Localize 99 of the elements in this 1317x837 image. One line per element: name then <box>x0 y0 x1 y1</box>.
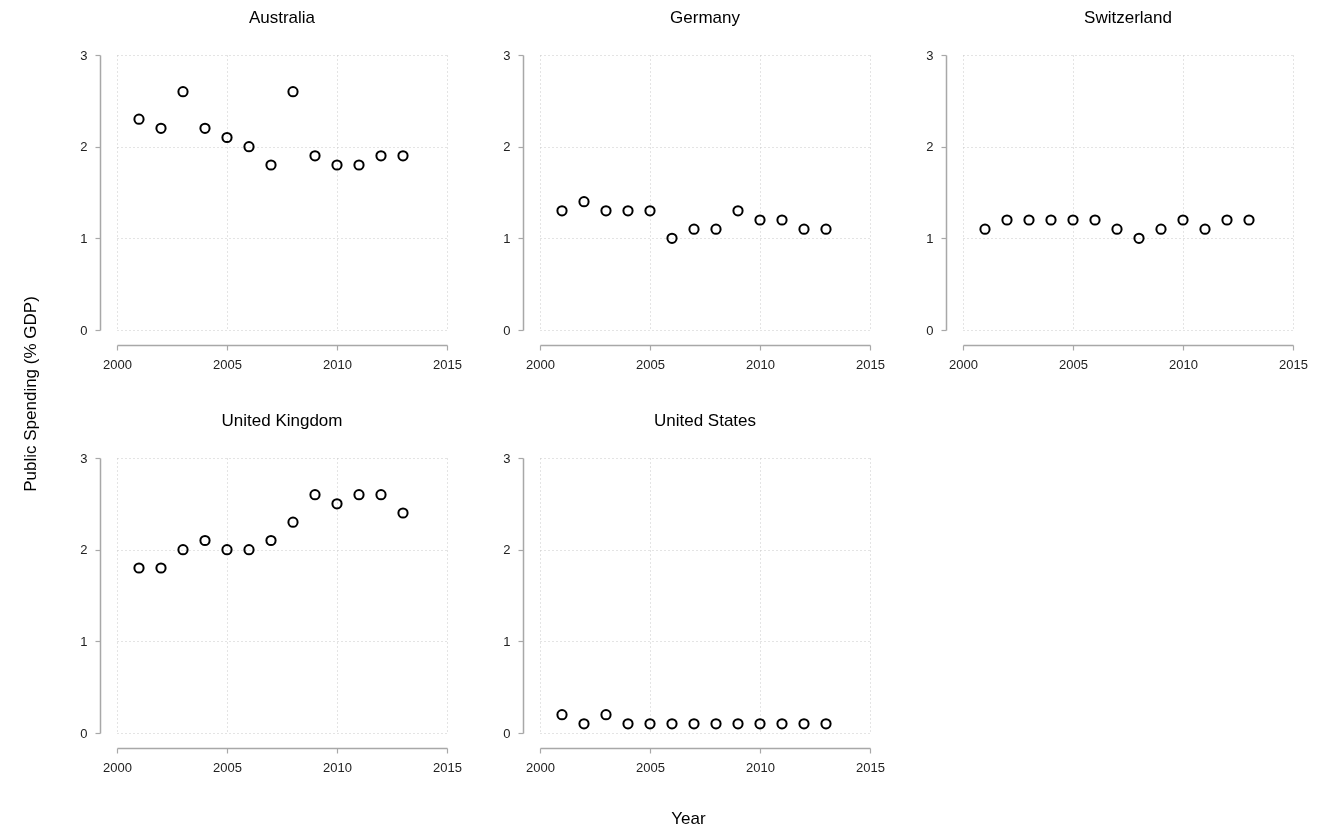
y-tick-label: 3 <box>80 47 88 63</box>
x-tick-label: 2015 <box>856 356 885 372</box>
x-tick-label: 2000 <box>526 759 555 775</box>
x-tick-label: 2000 <box>526 356 555 372</box>
point <box>331 498 343 510</box>
y-tick-label: 0 <box>926 322 934 338</box>
chart-title: Switzerland <box>1084 8 1172 27</box>
y-tick-label: 2 <box>80 139 88 155</box>
y-tick-label: 1 <box>926 230 934 246</box>
y-tick-label: 0 <box>80 725 88 741</box>
point <box>622 205 634 217</box>
y-tick-label: 3 <box>503 450 511 466</box>
x-tick-label: 2005 <box>636 759 665 775</box>
x-tick-label: 2010 <box>1169 356 1198 372</box>
point <box>397 507 409 519</box>
x-tick-label: 2010 <box>746 356 775 372</box>
x-tick-label: 2010 <box>746 759 775 775</box>
point <box>979 223 991 235</box>
x-tick-label: 2000 <box>103 356 132 372</box>
point <box>243 141 255 153</box>
point <box>666 232 678 244</box>
y-axis-title: Public Spending (% GDP) <box>20 296 40 492</box>
point <box>309 489 321 501</box>
point <box>177 86 189 98</box>
x-tick-label: 2005 <box>1059 356 1088 372</box>
x-tick-label: 2015 <box>1279 356 1308 372</box>
x-tick-label: 2000 <box>103 759 132 775</box>
point <box>243 544 255 556</box>
point <box>644 205 656 217</box>
chart-title: United States <box>653 411 757 430</box>
point <box>1067 214 1079 226</box>
point <box>221 544 233 556</box>
point <box>133 562 145 574</box>
chart-title: Germany <box>670 8 741 27</box>
y-tick-label: 1 <box>503 633 511 649</box>
point <box>353 489 365 501</box>
x-tick-label: 2010 <box>323 356 352 372</box>
point <box>375 489 387 501</box>
y-tick-label: 2 <box>503 139 511 155</box>
point <box>1155 223 1167 235</box>
x-axis-title: Year <box>671 808 706 828</box>
point <box>710 223 722 235</box>
x-tick-label: 2015 <box>856 759 885 775</box>
point <box>155 122 167 134</box>
point <box>798 223 810 235</box>
point <box>820 223 832 235</box>
point <box>688 223 700 235</box>
point <box>1023 214 1035 226</box>
point <box>133 113 145 125</box>
y-tick-label: 1 <box>80 633 88 649</box>
x-tick-label: 2000 <box>949 356 978 372</box>
point <box>397 150 409 162</box>
point <box>199 534 211 547</box>
point <box>353 159 365 171</box>
point <box>1243 214 1255 226</box>
point <box>177 544 189 556</box>
x-tick-label: 2005 <box>636 356 665 372</box>
x-tick-label: 2015 <box>433 356 462 372</box>
x-tick-label: 2005 <box>213 759 242 775</box>
y-tick-label: 2 <box>926 139 934 155</box>
point <box>1221 214 1233 226</box>
chart-title: United Kingdom <box>221 411 343 430</box>
y-tick-label: 0 <box>503 725 511 741</box>
point <box>331 159 343 171</box>
point <box>265 534 277 547</box>
point <box>309 150 321 162</box>
y-tick-label: 3 <box>926 47 934 63</box>
point <box>287 86 299 98</box>
y-tick-label: 3 <box>503 47 511 63</box>
point <box>155 562 167 574</box>
point <box>1089 214 1101 226</box>
point <box>1199 223 1211 235</box>
chart-title: Australia <box>248 8 316 27</box>
point <box>1001 214 1013 226</box>
y-tick-label: 2 <box>80 542 88 558</box>
point <box>375 150 387 162</box>
point <box>1045 214 1057 226</box>
x-tick-label: 2015 <box>433 759 462 775</box>
y-tick-label: 1 <box>503 230 511 246</box>
point <box>1111 223 1123 235</box>
point <box>754 214 766 226</box>
point <box>265 159 277 171</box>
y-tick-label: 0 <box>503 322 511 338</box>
y-tick-label: 2 <box>503 542 511 558</box>
point <box>221 131 233 144</box>
point <box>287 516 299 528</box>
point <box>600 205 612 217</box>
point <box>199 122 211 134</box>
point <box>776 214 788 226</box>
y-tick-label: 3 <box>80 450 88 466</box>
point <box>1177 214 1189 226</box>
x-tick-label: 2005 <box>213 356 242 372</box>
point <box>556 205 568 217</box>
point <box>578 196 590 208</box>
point <box>1133 232 1145 244</box>
x-tick-label: 2010 <box>323 759 352 775</box>
point <box>732 205 744 217</box>
y-tick-label: 0 <box>80 322 88 338</box>
y-tick-label: 1 <box>80 230 88 246</box>
